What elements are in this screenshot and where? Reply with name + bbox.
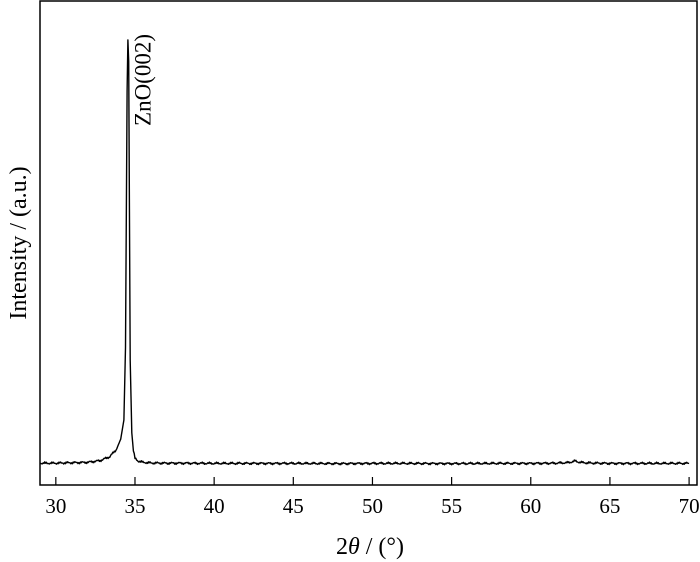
x-tick-label-70: 70 xyxy=(679,494,700,518)
x-axis-label-suffix: / (°) xyxy=(360,534,404,560)
x-tick-label-45: 45 xyxy=(283,494,304,518)
plot-frame xyxy=(39,0,698,486)
peak-annotations: ZnO(002) xyxy=(131,34,156,126)
x-tick-label-60: 60 xyxy=(520,494,541,518)
x-axis-label-symbol: θ xyxy=(348,534,360,560)
x-tick-labels: 30 35 40 45 50 55 60 65 70 xyxy=(45,494,699,518)
x-tick-label-65: 65 xyxy=(599,494,620,518)
x-ticks xyxy=(55,477,690,485)
x-axis-label: 2θ / (°) xyxy=(336,534,404,560)
x-tick-label-50: 50 xyxy=(362,494,383,518)
x-tick-label-55: 55 xyxy=(441,494,462,518)
x-axis-label-prefix: 2 xyxy=(336,534,348,560)
x-tick-label-30: 30 xyxy=(45,494,66,518)
peak-label-0: ZnO(002) xyxy=(131,34,156,126)
y-axis-label: Intensity / (a.u.) xyxy=(6,166,32,319)
x-tick-label-40: 40 xyxy=(204,494,225,518)
xrd-trace xyxy=(39,39,690,466)
x-tick-label-35: 35 xyxy=(124,494,145,518)
